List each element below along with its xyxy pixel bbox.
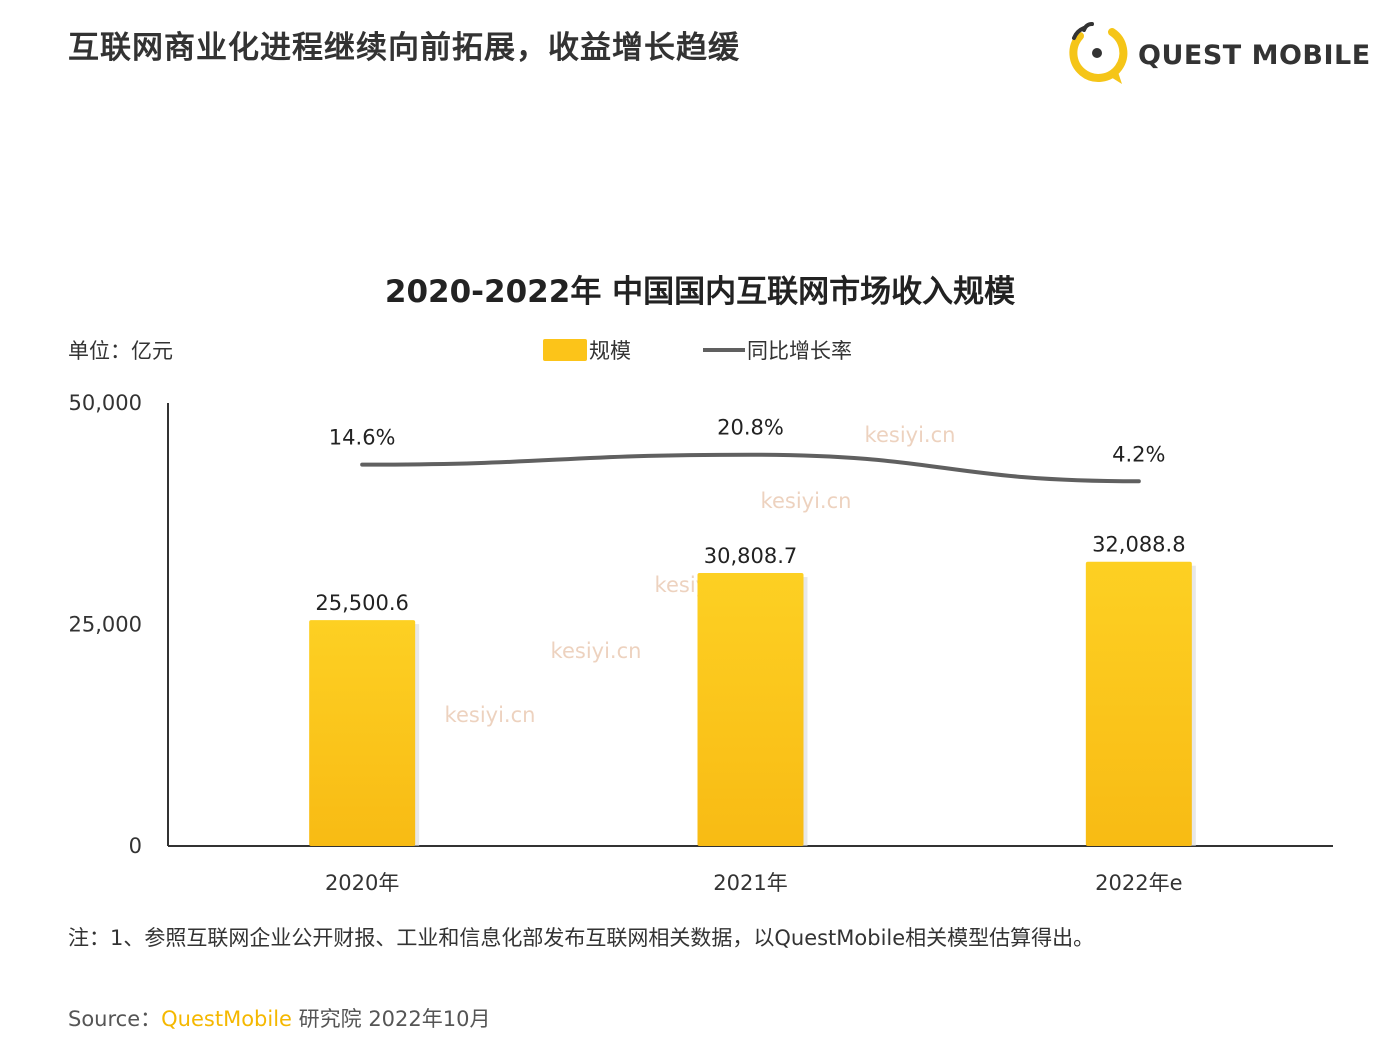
legend-bar-swatch: [543, 339, 587, 361]
x-tick-label: 2020年: [325, 871, 399, 895]
x-tick-label: 2021年: [713, 871, 787, 895]
y-tick-label: 25,000: [69, 613, 142, 637]
legend-bar-label: 规模: [589, 339, 631, 363]
legend: 规模 同比增长率: [543, 339, 852, 363]
y-tick-label: 50,000: [69, 391, 142, 415]
source-prefix: Source：: [68, 1007, 162, 1031]
bar-value-label: 30,808.7: [704, 544, 798, 568]
y-tick-label: 0: [129, 834, 142, 858]
source-brand: QuestMobile: [161, 1007, 292, 1031]
watermark-text: kesiyi.cn: [761, 489, 852, 513]
bars: 25,500.6 30,808.7 32,088.8: [309, 533, 1196, 846]
watermark-text: kesiyi.cn: [551, 639, 642, 663]
footnote: 注：1、参照互联网企业公开财报、工业和信息化部发布互联网相关数据，以QuestM…: [68, 926, 1095, 950]
logo-icon: [1069, 22, 1128, 84]
bar-value-label: 32,088.8: [1092, 533, 1186, 557]
growth-label: 20.8%: [717, 416, 784, 440]
bar: [697, 573, 804, 846]
watermark-text: kesiyi.cn: [865, 423, 956, 447]
bar: [309, 620, 416, 846]
page-title: 互联网商业化进程继续向前拓展，收益增长趋缓: [68, 30, 740, 66]
growth-label: 14.6%: [329, 426, 396, 450]
bar: [1085, 561, 1192, 846]
growth-line: 14.6% 20.8% 4.2%: [329, 416, 1166, 484]
unit-label: 单位：亿元: [68, 339, 173, 363]
source-suffix: 研究院 2022年10月: [291, 1007, 491, 1031]
quest-mobile-logo: QUEST MOBILE: [1062, 18, 1370, 88]
watermark-text: kesiyi.cn: [445, 703, 536, 727]
logo-text: QUEST MOBILE: [1138, 40, 1371, 71]
growth-line-path: [360, 452, 1141, 484]
chart-title: 2020-2022年 中国国内互联网市场收入规模: [385, 274, 1015, 310]
legend-line-label: 同比增长率: [747, 339, 852, 363]
watermark: kesiyi.cnkesiyi.cnkesiyi.cnkesiyi.cnkesi…: [445, 423, 956, 727]
x-tick-label: 2022年e: [1095, 871, 1182, 895]
growth-label: 4.2%: [1112, 442, 1165, 466]
source-line: Source：QuestMobile 研究院 2022年10月: [68, 1003, 490, 1033]
bar-value-label: 25,500.6: [315, 591, 409, 615]
